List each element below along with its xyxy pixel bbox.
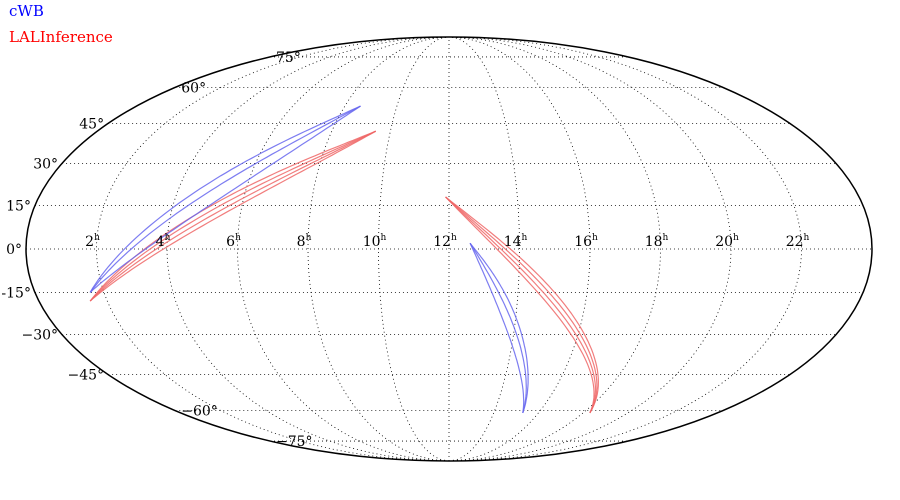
lalinference-contour xyxy=(89,130,376,302)
lalinference-contour xyxy=(445,196,600,414)
meridian-line xyxy=(307,36,450,462)
dec-tick-label: −45° xyxy=(68,368,105,384)
dec-tick-label: −75° xyxy=(276,434,313,450)
ra-tick-label: 6h xyxy=(226,233,241,250)
ra-tick-label: 20h xyxy=(715,233,739,250)
dec-tick-label: −30° xyxy=(22,328,59,344)
axis-labels: 22h 20h 18h 16h 14h 12h 10h 8h 6h 4h 2h 75° 60° 45° 30… xyxy=(1,50,809,450)
meridian-line xyxy=(448,36,802,462)
dec-tick-label: -15° xyxy=(1,285,31,301)
meridian-line xyxy=(237,36,450,462)
lalinference-contour xyxy=(445,196,597,414)
legend-label-lalinference: LALInference xyxy=(9,28,113,46)
dec-tick-label: 60° xyxy=(181,80,206,96)
ra-tick-label: 18h xyxy=(645,233,669,250)
meridian-line xyxy=(448,36,591,462)
meridian-line xyxy=(378,36,450,462)
meridian-line xyxy=(166,36,450,462)
cwb-contour xyxy=(469,242,525,413)
lalinference-contour xyxy=(89,130,376,302)
legend-item-lalinference: LALInference xyxy=(9,28,113,46)
lalinference-contour xyxy=(445,196,598,414)
dec-tick-label: −60° xyxy=(181,404,218,420)
ra-tick-label: 4h xyxy=(156,233,171,250)
cwb-contour xyxy=(469,242,529,414)
meridian-line xyxy=(448,36,661,462)
ra-tick-label: 2h xyxy=(85,233,100,250)
map-boundary xyxy=(25,36,873,462)
cwb-contour xyxy=(89,105,361,293)
cwb-contour xyxy=(89,105,361,293)
dec-tick-label: 75° xyxy=(276,50,301,66)
dec-tick-label: 0° xyxy=(6,242,22,258)
cwb-contour xyxy=(469,242,527,414)
lalinference-contour xyxy=(89,130,376,302)
lalinference-contour xyxy=(445,196,595,414)
legend-item-cwb: cWB xyxy=(9,2,44,20)
meridian-line xyxy=(448,36,520,462)
lalinference-contour xyxy=(89,130,376,302)
ra-tick-label: 14h xyxy=(504,233,528,250)
ra-tick-label: 16h xyxy=(574,233,598,250)
ra-tick-label: 10h xyxy=(363,233,387,250)
ra-tick-label: 22h xyxy=(786,233,810,250)
meridian-line xyxy=(448,36,732,462)
dec-tick-label: 15° xyxy=(6,199,31,215)
dec-tick-label: 45° xyxy=(79,116,104,132)
ra-tick-label: 8h xyxy=(297,233,312,250)
legend-label-cwb: cWB xyxy=(9,2,44,20)
dec-tick-label: 30° xyxy=(33,156,58,172)
ra-tick-label: 12h xyxy=(433,233,457,250)
cwb-contour xyxy=(89,105,361,293)
meridian-line xyxy=(96,36,450,462)
localization-regions xyxy=(89,105,600,414)
